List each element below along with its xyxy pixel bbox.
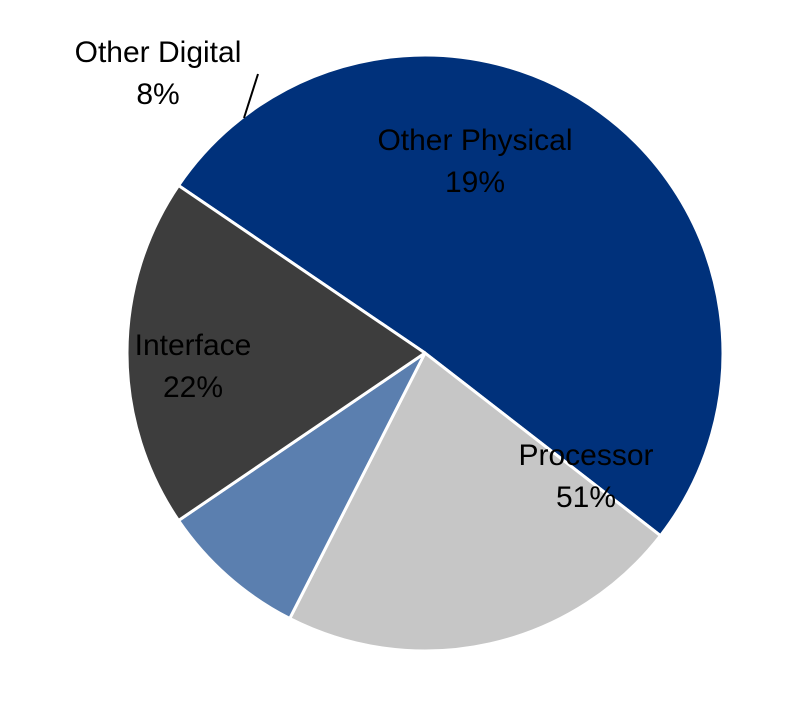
slice-label-other-digital: Other Digital (75, 36, 242, 69)
leader-line-other-digital (243, 73, 259, 119)
slice-label-interface: Interface (135, 329, 252, 362)
slice-label-processor: Processor (518, 439, 653, 472)
slice-value-other-digital: 8% (136, 78, 179, 111)
pie-slice-interface (288, 351, 662, 653)
pie-labels: Processor 51% Interface 22% Other Digital 8% O… (75, 36, 654, 514)
pie-slice-processor (177, 53, 725, 538)
pie-slice-other-digital (177, 351, 427, 621)
pie-slice-other-physical (125, 184, 427, 522)
slice-value-interface: 22% (163, 371, 223, 404)
slice-value-other-physical: 19% (445, 166, 505, 199)
slice-label-other-physical: Other Physical (377, 124, 572, 157)
pie-slices (125, 53, 725, 653)
slice-value-processor: 51% (556, 481, 616, 514)
